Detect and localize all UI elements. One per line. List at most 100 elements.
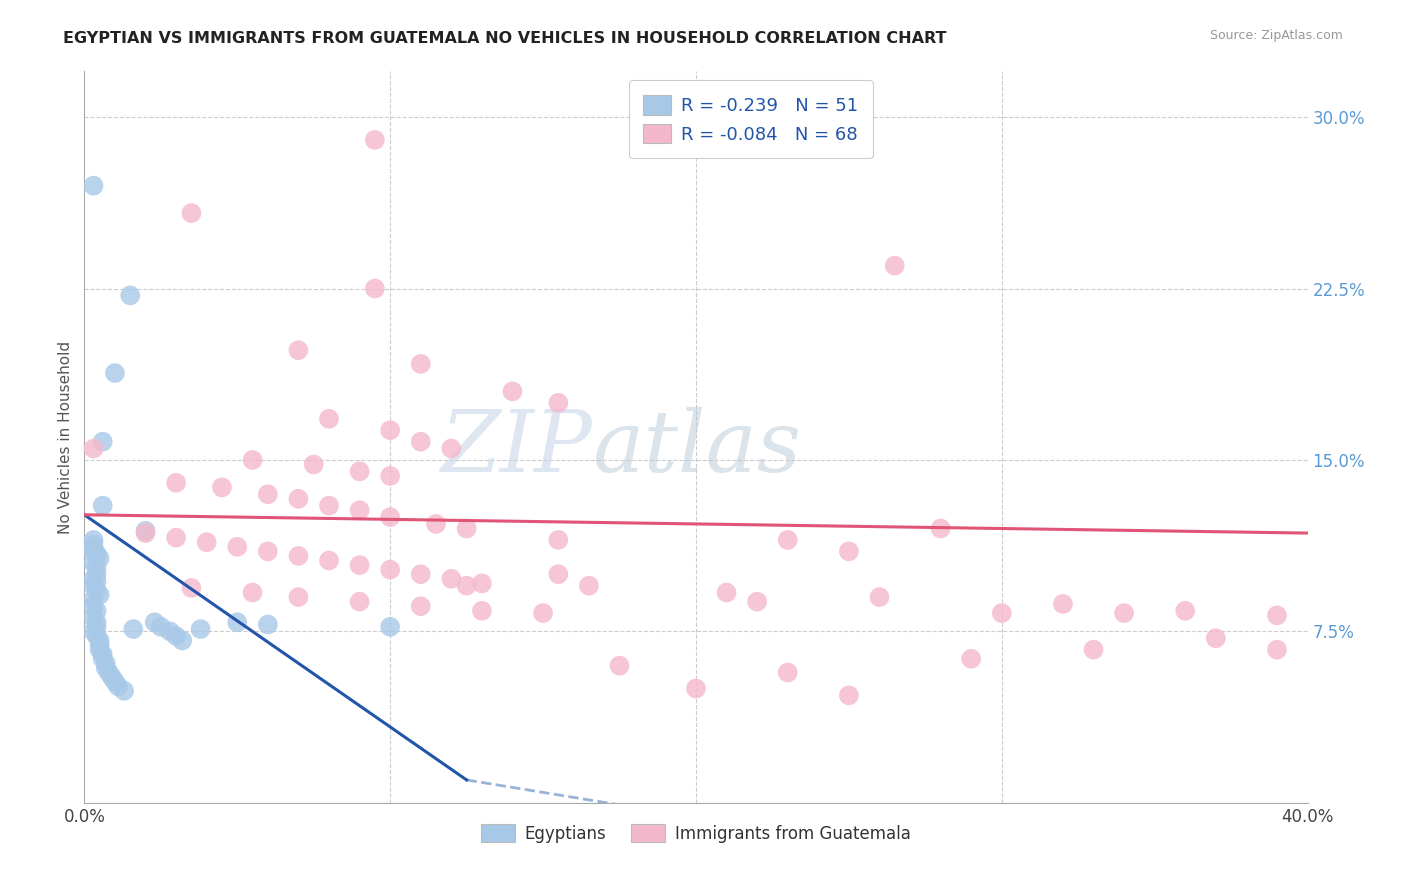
Point xyxy=(86,547,108,561)
Point xyxy=(104,674,127,689)
Point xyxy=(165,629,187,643)
Point xyxy=(195,535,218,549)
Point xyxy=(883,259,905,273)
Point xyxy=(91,434,114,449)
Point xyxy=(86,583,108,598)
Point xyxy=(165,531,187,545)
Point xyxy=(364,281,387,295)
Point xyxy=(104,366,127,380)
Point xyxy=(112,683,135,698)
Point xyxy=(776,533,799,547)
Point xyxy=(83,579,105,593)
Point xyxy=(86,567,108,582)
Point xyxy=(380,423,402,437)
Point xyxy=(89,588,111,602)
Point xyxy=(89,551,111,566)
Point xyxy=(869,590,891,604)
Point xyxy=(86,620,108,634)
Point xyxy=(1265,642,1288,657)
Point xyxy=(991,606,1014,620)
Point xyxy=(776,665,799,680)
Point xyxy=(318,553,340,567)
Point xyxy=(1205,632,1227,646)
Point xyxy=(960,652,983,666)
Point xyxy=(180,206,202,220)
Point xyxy=(1174,604,1197,618)
Point xyxy=(83,542,105,557)
Point xyxy=(1265,608,1288,623)
Point xyxy=(929,521,952,535)
Point xyxy=(107,679,129,693)
Point xyxy=(165,475,187,490)
Legend: Egyptians, Immigrants from Guatemala: Egyptians, Immigrants from Guatemala xyxy=(475,818,917,849)
Point xyxy=(409,567,432,582)
Point xyxy=(86,560,108,574)
Point xyxy=(94,661,117,675)
Point xyxy=(83,610,105,624)
Y-axis label: No Vehicles in Household: No Vehicles in Household xyxy=(58,341,73,533)
Text: ZIP: ZIP xyxy=(440,407,592,490)
Point xyxy=(287,491,309,506)
Point xyxy=(83,556,105,570)
Point xyxy=(456,579,478,593)
Point xyxy=(456,521,478,535)
Point xyxy=(180,581,202,595)
Point xyxy=(380,563,402,577)
Point xyxy=(502,384,524,399)
Point xyxy=(89,642,111,657)
Point xyxy=(86,574,108,588)
Point xyxy=(120,288,142,302)
Point xyxy=(440,442,463,456)
Point xyxy=(838,689,860,703)
Point xyxy=(89,638,111,652)
Point xyxy=(89,633,111,648)
Point xyxy=(380,620,402,634)
Point xyxy=(747,595,769,609)
Point xyxy=(1083,642,1105,657)
Point xyxy=(83,544,105,558)
Point xyxy=(91,647,114,661)
Text: Source: ZipAtlas.com: Source: ZipAtlas.com xyxy=(1209,29,1343,42)
Point xyxy=(1114,606,1136,620)
Point xyxy=(122,622,145,636)
Point xyxy=(425,516,447,531)
Point xyxy=(242,453,264,467)
Point xyxy=(83,572,105,586)
Point xyxy=(685,681,707,696)
Point xyxy=(86,629,108,643)
Point xyxy=(349,558,371,573)
Point xyxy=(149,620,172,634)
Point xyxy=(318,499,340,513)
Point xyxy=(83,599,105,614)
Point xyxy=(531,606,554,620)
Point xyxy=(86,615,108,630)
Point xyxy=(380,469,402,483)
Point xyxy=(94,657,117,671)
Point xyxy=(547,396,569,410)
Point xyxy=(302,458,325,472)
Point xyxy=(101,670,124,684)
Point xyxy=(257,617,280,632)
Point xyxy=(143,615,166,630)
Point xyxy=(242,585,264,599)
Point xyxy=(83,442,105,456)
Point xyxy=(86,549,108,563)
Point xyxy=(578,579,600,593)
Point xyxy=(609,658,631,673)
Point xyxy=(83,533,105,547)
Point xyxy=(349,595,371,609)
Point xyxy=(257,487,280,501)
Point xyxy=(287,590,309,604)
Point xyxy=(86,604,108,618)
Point xyxy=(716,585,738,599)
Point xyxy=(91,652,114,666)
Point xyxy=(547,567,569,582)
Point xyxy=(1052,597,1074,611)
Point xyxy=(471,576,494,591)
Point xyxy=(380,510,402,524)
Point xyxy=(91,499,114,513)
Point xyxy=(83,537,105,551)
Point xyxy=(471,604,494,618)
Point xyxy=(364,133,387,147)
Point xyxy=(318,412,340,426)
